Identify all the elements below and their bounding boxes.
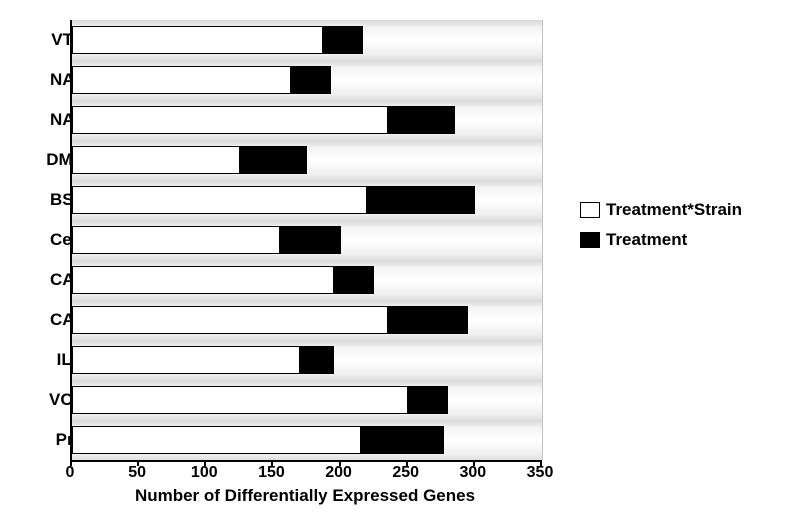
bar-treatment	[388, 306, 469, 333]
bar-treatment-strain	[72, 346, 300, 373]
bar-treatment	[408, 386, 448, 413]
x-tick-label: 250	[392, 464, 419, 482]
chart-row	[72, 300, 542, 340]
bar-treatment	[323, 26, 363, 53]
bar-treatment-strain	[72, 26, 323, 53]
plot-region	[70, 20, 542, 462]
chart-row	[72, 20, 542, 60]
bar-treatment	[240, 146, 307, 173]
x-tick-label: 350	[527, 464, 554, 482]
chart-row	[72, 100, 542, 140]
x-tick-label: 0	[66, 464, 75, 482]
bar-treatment	[388, 106, 455, 133]
legend-item-treatment: Treatment	[580, 230, 742, 250]
bar-treatment	[280, 226, 340, 253]
chart-row	[72, 60, 542, 100]
bar-treatment-strain	[72, 426, 361, 453]
chart-row	[72, 380, 542, 420]
bar-treatment-strain	[72, 106, 388, 133]
gridline	[542, 20, 543, 460]
chart-row	[72, 420, 542, 460]
bar-treatment	[367, 186, 474, 213]
chart-area: VTANAsNAcDMSBSTCeACA3CA1ILCVCXPrL 050100…	[0, 0, 560, 513]
chart-row	[72, 220, 542, 260]
legend-item-treatment-strain: Treatment*Strain	[580, 200, 742, 220]
x-axis-title: Number of Differentially Expressed Genes	[70, 486, 540, 506]
legend: Treatment*Strain Treatment	[580, 200, 742, 260]
bar-treatment	[361, 426, 444, 453]
bar-treatment-strain	[72, 266, 334, 293]
figure-root: VTANAsNAcDMSBSTCeACA3CA1ILCVCXPrL 050100…	[0, 0, 800, 513]
bar-treatment	[300, 346, 334, 373]
chart-row	[72, 260, 542, 300]
x-tick-label: 150	[258, 464, 285, 482]
bar-treatment-strain	[72, 186, 367, 213]
x-tick-label: 200	[325, 464, 352, 482]
bar-treatment	[291, 66, 331, 93]
chart-row	[72, 180, 542, 220]
legend-label: Treatment	[606, 230, 687, 250]
bar-treatment-strain	[72, 226, 280, 253]
chart-row	[72, 140, 542, 180]
bar-treatment-strain	[72, 66, 291, 93]
bar-treatment-strain	[72, 146, 240, 173]
bar-treatment	[334, 266, 374, 293]
bar-treatment-strain	[72, 386, 408, 413]
legend-swatch-icon	[580, 232, 600, 248]
x-tick-label: 100	[191, 464, 218, 482]
chart-row	[72, 340, 542, 380]
legend-swatch-icon	[580, 202, 600, 218]
bar-treatment-strain	[72, 306, 388, 333]
x-tick-label: 50	[128, 464, 146, 482]
legend-label: Treatment*Strain	[606, 200, 742, 220]
x-tick-label: 300	[459, 464, 486, 482]
